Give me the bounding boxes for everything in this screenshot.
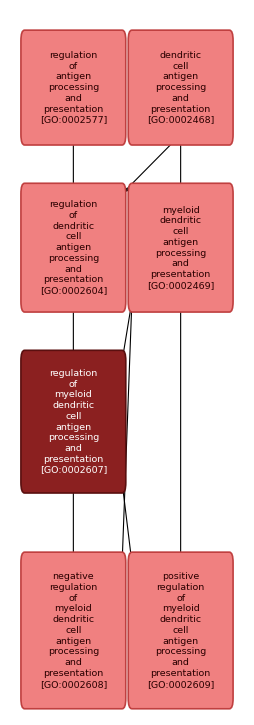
Text: dendritic
cell
antigen
processing
and
presentation
[GO:0002468]: dendritic cell antigen processing and pr… bbox=[147, 51, 214, 124]
FancyBboxPatch shape bbox=[128, 552, 233, 709]
Text: myeloid
dendritic
cell
antigen
processing
and
presentation
[GO:0002469]: myeloid dendritic cell antigen processin… bbox=[147, 205, 214, 290]
Text: negative
regulation
of
myeloid
dendritic
cell
antigen
processing
and
presentatio: negative regulation of myeloid dendritic… bbox=[40, 572, 107, 689]
Text: regulation
of
myeloid
dendritic
cell
antigen
processing
and
presentation
[GO:000: regulation of myeloid dendritic cell ant… bbox=[40, 369, 107, 475]
FancyBboxPatch shape bbox=[128, 30, 233, 145]
Text: regulation
of
dendritic
cell
antigen
processing
and
presentation
[GO:0002604]: regulation of dendritic cell antigen pro… bbox=[40, 200, 107, 295]
FancyBboxPatch shape bbox=[21, 30, 126, 145]
Text: positive
regulation
of
myeloid
dendritic
cell
antigen
processing
and
presentatio: positive regulation of myeloid dendritic… bbox=[147, 572, 214, 689]
FancyBboxPatch shape bbox=[21, 552, 126, 709]
FancyBboxPatch shape bbox=[21, 350, 126, 493]
FancyBboxPatch shape bbox=[21, 183, 126, 312]
Text: regulation
of
antigen
processing
and
presentation
[GO:0002577]: regulation of antigen processing and pre… bbox=[40, 51, 107, 124]
FancyBboxPatch shape bbox=[128, 183, 233, 312]
